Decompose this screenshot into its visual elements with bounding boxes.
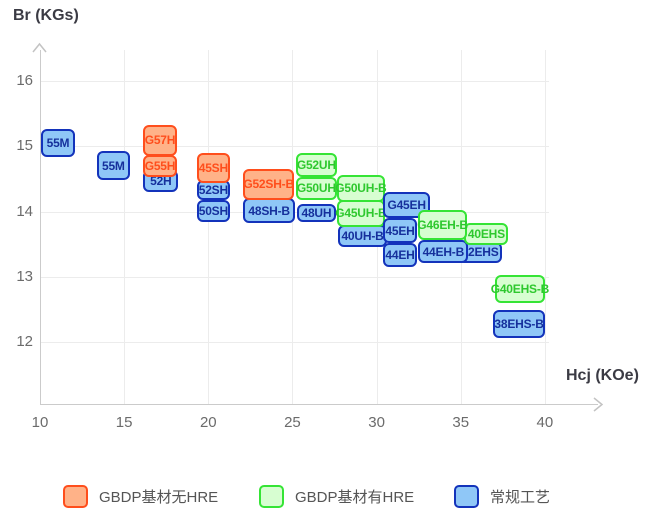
x-tick-label: 35	[452, 414, 470, 431]
gridline-vertical	[292, 50, 294, 404]
gridline-vertical	[544, 50, 546, 404]
grade-box-44eh: 44EH	[383, 243, 417, 267]
legend-item-gbdp_hre[interactable]: GBDP基材有HRE	[259, 484, 414, 508]
gridline-horizontal	[39, 276, 549, 278]
x-axis-title: Hcj (KOe)	[566, 367, 639, 384]
grade-box-g57h: G57H	[142, 124, 178, 157]
legend-item-gbdp_no_hre[interactable]: GBDP基材无HRE	[63, 484, 218, 508]
y-axis-title: Br (KGs)	[13, 7, 79, 24]
grade-box-g52sh-b: G52SH-B	[243, 169, 294, 200]
grade-box-g55h: G55H	[142, 154, 178, 177]
gridline-horizontal	[39, 146, 549, 148]
y-tick-label: 13	[16, 267, 33, 285]
gridline-horizontal	[39, 81, 549, 82]
grade-box-45eh: 45EH	[383, 218, 417, 244]
grade-box-g46eh-b: G46EH-B	[417, 210, 468, 241]
gridline-vertical	[208, 50, 210, 404]
legend-label: 常规工艺	[490, 488, 551, 506]
grade-box-55m: 55M	[96, 151, 131, 181]
grade-box-48uh: 48UH	[296, 203, 337, 222]
legend-item-conventional[interactable]: 常规工艺	[454, 484, 550, 508]
grade-box-55m: 55M	[41, 129, 75, 157]
legend-swatch-conventional[interactable]	[454, 484, 479, 508]
x-tick-label: 20	[199, 414, 217, 431]
grade-box-g40ehs-b: G40EHS-B	[491, 274, 549, 304]
grade-box-44eh-b: 44EH-B	[418, 240, 469, 264]
x-tick-label: 30	[368, 414, 385, 431]
x-tick-label: 10	[31, 414, 49, 431]
y-tick-label: 16	[16, 72, 33, 89]
gridline-vertical	[124, 50, 126, 404]
grade-box-38ehs-b: 38EHS-B	[493, 310, 545, 339]
grade-box-50sh: 50SH	[196, 199, 230, 222]
grade-box-45sh: 45SH	[196, 152, 230, 184]
x-axis-line	[39, 404, 598, 405]
x-tick-label: 15	[115, 414, 133, 431]
y-tick-label: 15	[16, 137, 33, 155]
legend-swatch-gbdp_no_hre[interactable]	[63, 484, 88, 508]
y-tick-label: 14	[16, 202, 33, 220]
x-axis-arrow-icon	[593, 397, 604, 412]
gridline-horizontal	[39, 342, 549, 343]
legend-swatch-gbdp_hre[interactable]	[259, 484, 284, 508]
grade-box-40ehs: 40EHS	[464, 223, 509, 245]
legend-label: GBDP基材无HRE	[99, 488, 219, 506]
grade-box-g45uh-b: G45UH-B	[335, 199, 387, 227]
y-tick-label: 12	[16, 333, 33, 350]
legend-label: GBDP基材有HRE	[295, 488, 415, 506]
grade-box-g50uh: G50UH	[295, 176, 337, 200]
x-tick-label: 40	[536, 414, 554, 431]
grade-box-g50uh-b: G50UH-B	[335, 174, 387, 202]
y-axis-arrow-icon	[32, 42, 47, 53]
grade-box-48sh-b: 48SH-B	[243, 197, 295, 224]
grade-box-g52uh: G52UH	[295, 152, 337, 177]
grade-box-40uh-b: 40UH-B	[338, 225, 387, 247]
x-tick-label: 25	[284, 414, 301, 431]
y-axis-line	[39, 50, 41, 404]
